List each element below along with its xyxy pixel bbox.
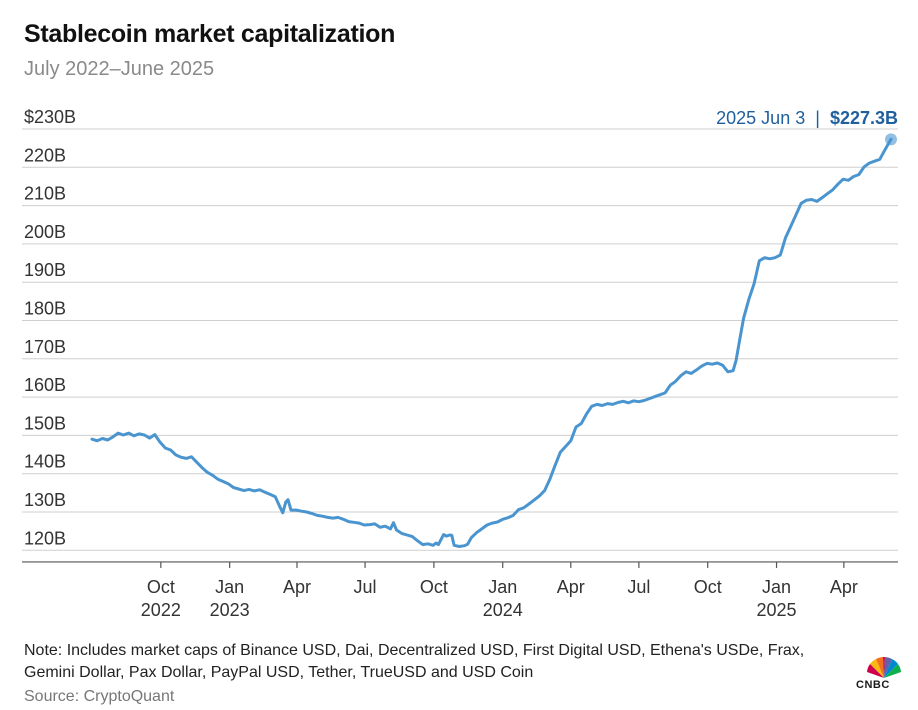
x-tick-year-label: 2022	[141, 600, 181, 620]
stablecoin-series-line	[90, 137, 893, 548]
x-tick-label: Jan	[215, 577, 244, 597]
x-tick-label: Apr	[557, 577, 585, 597]
cnbc-peacock-logo	[867, 656, 901, 678]
x-tick-label: Jan	[762, 577, 791, 597]
y-tick-label: 200B	[24, 222, 66, 242]
x-tick-label: Jan	[488, 577, 517, 597]
x-tick-label: Jul	[627, 577, 650, 597]
x-tick-label: Oct	[694, 577, 722, 597]
y-tick-label: 140B	[24, 452, 66, 472]
logo-text: CNBC	[856, 679, 890, 691]
x-tick-year-label: 2023	[210, 600, 250, 620]
y-tick-label: 120B	[24, 528, 66, 548]
y-tick-label: 150B	[24, 413, 66, 433]
y-tick-label: 170B	[24, 337, 66, 357]
annotation-layer: 2025 Jun 3 | $227.3B	[716, 108, 898, 128]
x-tick-label: Oct	[147, 577, 175, 597]
chart-subtitle: July 2022–June 2025	[24, 58, 215, 80]
y-tick-label: 190B	[24, 260, 66, 280]
y-axis-labels: $230B 220B 210B 200B 190B 180B 170B 160B 150B 140…	[24, 107, 76, 548]
y-tick-label: $230B	[24, 107, 76, 127]
series-layer	[90, 133, 897, 548]
x-tick-label: Apr	[830, 577, 858, 597]
chart-source: Source: CryptoQuant	[24, 688, 175, 705]
y-tick-label: 210B	[24, 184, 66, 204]
stablecoin-line-chart: $230B 220B 210B 200B 190B 180B 170B 160B 150B 140…	[22, 107, 898, 620]
latest-data-point	[885, 133, 897, 146]
annotation-value: $227.3B	[830, 108, 898, 128]
chart-note: Note: Includes market caps of Binance US…	[24, 642, 805, 681]
x-tick-label: Jul	[354, 577, 377, 597]
x-tick-label: Oct	[420, 577, 448, 597]
grid-lines	[22, 128, 898, 551]
annotation-separator: |	[815, 108, 820, 128]
x-axis: Oct 2022 Jan 2023 Apr Jul Oct Jan 2024 Apr Jul Oct J…	[22, 561, 898, 620]
chart-title: Stablecoin market capitalization	[24, 20, 396, 48]
y-tick-label: 130B	[24, 490, 66, 510]
y-tick-label: 160B	[24, 375, 66, 395]
annotation-date: 2025 Jun 3	[716, 108, 805, 128]
latest-value-annotation: 2025 Jun 3 | $227.3B	[716, 108, 898, 128]
x-tick-year-label: 2024	[483, 600, 523, 620]
y-tick-label: 220B	[24, 145, 66, 165]
y-tick-label: 180B	[24, 299, 66, 319]
x-tick-label: Apr	[283, 577, 311, 597]
x-tick-year-label: 2025	[757, 600, 797, 620]
